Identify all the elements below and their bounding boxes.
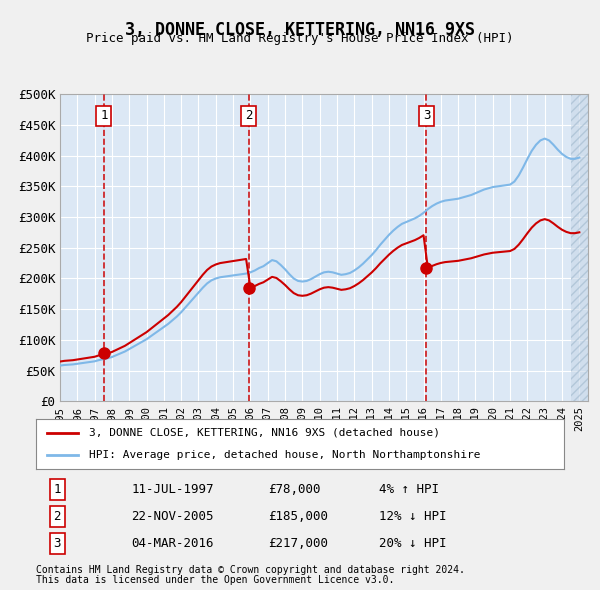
Text: 2: 2 (53, 510, 61, 523)
Text: 22-NOV-2005: 22-NOV-2005 (131, 510, 214, 523)
Text: 3: 3 (53, 537, 61, 550)
Text: 4% ↑ HPI: 4% ↑ HPI (379, 483, 439, 496)
Text: Contains HM Land Registry data © Crown copyright and database right 2024.: Contains HM Land Registry data © Crown c… (36, 565, 465, 575)
Text: 3, DONNE CLOSE, KETTERING, NN16 9XS: 3, DONNE CLOSE, KETTERING, NN16 9XS (125, 21, 475, 39)
Text: 11-JUL-1997: 11-JUL-1997 (131, 483, 214, 496)
Text: 2: 2 (245, 109, 253, 122)
Text: 1: 1 (53, 483, 61, 496)
Text: 12% ↓ HPI: 12% ↓ HPI (379, 510, 446, 523)
Text: 3, DONNE CLOSE, KETTERING, NN16 9XS (detached house): 3, DONNE CLOSE, KETTERING, NN16 9XS (det… (89, 428, 440, 438)
Text: £217,000: £217,000 (268, 537, 328, 550)
Text: HPI: Average price, detached house, North Northamptonshire: HPI: Average price, detached house, Nort… (89, 450, 481, 460)
Text: 04-MAR-2016: 04-MAR-2016 (131, 537, 214, 550)
Text: £185,000: £185,000 (268, 510, 328, 523)
Text: 1: 1 (100, 109, 107, 122)
Text: £78,000: £78,000 (268, 483, 321, 496)
Text: 3: 3 (423, 109, 430, 122)
Text: Price paid vs. HM Land Registry's House Price Index (HPI): Price paid vs. HM Land Registry's House … (86, 32, 514, 45)
Text: 20% ↓ HPI: 20% ↓ HPI (379, 537, 446, 550)
Text: This data is licensed under the Open Government Licence v3.0.: This data is licensed under the Open Gov… (36, 575, 394, 585)
